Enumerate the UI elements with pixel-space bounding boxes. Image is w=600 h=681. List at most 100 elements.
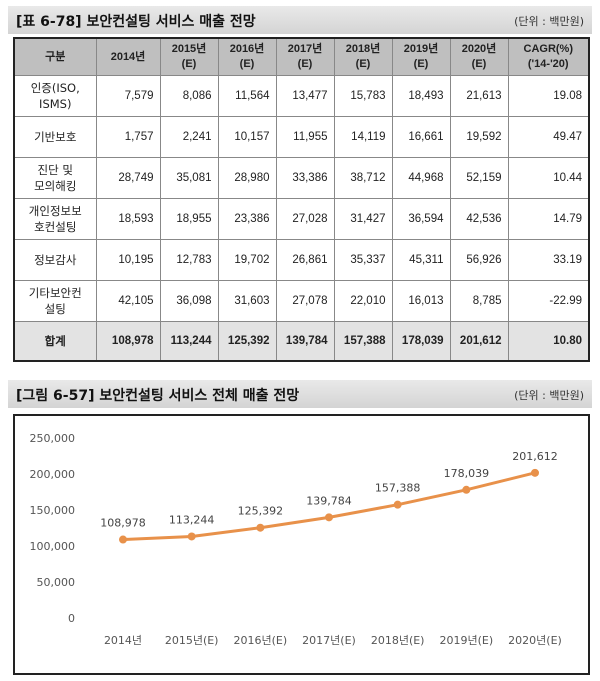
y-tick-label: 150,000	[30, 504, 76, 517]
column-header-text: 2016년	[229, 43, 265, 55]
table-cell: 13,477	[275, 75, 335, 117]
table-cell: 33,386	[275, 157, 335, 199]
table-cell: 35,337	[333, 239, 393, 281]
table-title-bar: [표 6-78] 보안컨설팅 서비스 매출 전망 (단위 : 백만원)	[8, 6, 592, 34]
column-header-text: (E)	[471, 58, 487, 70]
column-header: 2019년 (E)	[391, 37, 451, 76]
total-cell: 201,612	[449, 321, 509, 362]
table-header-row: 구분 2014년 2015년 (E) 2016년 (E) 2017년 (E) 2018년 (E) 2…	[13, 37, 590, 76]
column-header-text: 2019년	[403, 43, 439, 55]
column-header-text: (E)	[297, 58, 313, 70]
table-cell: 36,098	[159, 280, 219, 322]
table-cell: 35,081	[159, 157, 219, 199]
table-cell: 1,757	[95, 116, 161, 158]
total-cell: 157,388	[333, 321, 393, 362]
table-cell: 19,702	[217, 239, 277, 281]
table-cell: 42,536	[449, 198, 509, 240]
data-point	[119, 535, 127, 544]
row-label: 기반보호	[13, 116, 97, 158]
row-label-text: 진단 및	[37, 163, 73, 177]
table-cell: 49.47	[507, 116, 590, 158]
figure-title-bar: [그림 6-57] 보안컨설팅 서비스 전체 매출 전망 (단위 : 백만원)	[8, 380, 592, 408]
table-cell: 12,783	[159, 239, 219, 281]
column-header: 2014년	[95, 37, 161, 76]
column-header: CAGR(%) ('14-'20)	[507, 37, 590, 76]
column-header-text: 2014년	[110, 50, 146, 63]
column-header-text: ('14-'20)	[527, 58, 569, 70]
table-cell: 27,078	[275, 280, 335, 322]
table-cell: 19,592	[449, 116, 509, 158]
row-label-text: 기타보안컨	[28, 286, 82, 300]
line-chart: 0 50,000 100,000 150,000 200,000 250,000 2014년…	[30, 432, 562, 647]
table-cell: 14,119	[333, 116, 393, 158]
table-cell: 36,594	[391, 198, 451, 240]
table-cell: 21,613	[449, 75, 509, 117]
total-cell: 10.80	[507, 321, 590, 362]
row-label-text: 모의해킹	[34, 179, 77, 193]
table-cell: 7,579	[95, 75, 161, 117]
column-header: 2015년 (E)	[159, 37, 219, 76]
data-label: 178,039	[444, 467, 490, 480]
data-point	[256, 523, 265, 532]
column-header-text: 2015년	[171, 43, 207, 55]
data-point	[393, 500, 402, 509]
column-header: 2020년 (E)	[449, 37, 509, 76]
table-cell: 44,968	[391, 157, 451, 199]
chart-frame: 0 50,000 100,000 150,000 200,000 250,000 2014년…	[13, 414, 590, 675]
total-cell: 139,784	[275, 321, 335, 362]
column-header-text: 2017년	[287, 43, 323, 55]
table-cell: 10,195	[95, 239, 161, 281]
x-tick-label: 2019년(E)	[440, 634, 494, 647]
y-tick-label: 50,000	[37, 576, 76, 589]
table-cell: 26,861	[275, 239, 335, 281]
column-header-text: CAGR(%)	[523, 43, 574, 55]
x-tick-label: 2016년(E)	[234, 634, 288, 647]
total-cell: 108,978	[95, 321, 161, 362]
data-label: 157,388	[375, 482, 421, 495]
table-cell: 33.19	[507, 239, 590, 281]
table-cell: 38,712	[333, 157, 393, 199]
x-tick-label: 2017년(E)	[302, 634, 356, 647]
data-label: 108,978	[100, 517, 146, 530]
table-cell: -22.99	[507, 280, 590, 322]
table-cell: 16,013	[391, 280, 451, 322]
table-cell: 31,603	[217, 280, 277, 322]
table-cell: 27,028	[275, 198, 335, 240]
table-cell: 11,955	[275, 116, 335, 158]
total-cell: 113,244	[159, 321, 219, 362]
table-cell: 18,955	[159, 198, 219, 240]
table-cell: 8,785	[449, 280, 509, 322]
table-cell: 10,157	[217, 116, 277, 158]
row-label-text: 인증(ISO,	[30, 81, 80, 95]
table-cell: 56,926	[449, 239, 509, 281]
table-cell: 23,386	[217, 198, 277, 240]
column-header-text: 2018년	[345, 43, 381, 55]
table-cell: 8,086	[159, 75, 219, 117]
x-tick-label: 2014년	[104, 634, 142, 647]
y-tick-label: 0	[68, 612, 75, 625]
table-cell: 28,980	[217, 157, 277, 199]
row-label: 정보감사	[13, 239, 97, 281]
table-cell: 2,241	[159, 116, 219, 158]
x-tick-label: 2015년(E)	[165, 634, 219, 647]
column-header-text: 2020년	[461, 43, 497, 55]
table-row: 기반보호 1,757 2,241 10,157 11,955 14,119 16,661 19…	[13, 116, 590, 158]
row-label: 개인정보보 호컨설팅	[13, 198, 97, 240]
column-header: 2016년 (E)	[217, 37, 277, 76]
x-tick-label: 2020년(E)	[508, 634, 562, 647]
row-label-text: 개인정보보	[28, 204, 82, 218]
total-row: 합계 108,978 113,244 125,392 139,784 157,388 178…	[13, 321, 590, 362]
data-point	[325, 513, 333, 522]
row-label-text: 설팅	[44, 302, 66, 316]
table-cell: 45,311	[391, 239, 451, 281]
sales-table: 구분 2014년 2015년 (E) 2016년 (E) 2017년 (E) 2018년 (E) 2…	[13, 37, 590, 362]
table-row: 인증(ISO, ISMS) 7,579 8,086 11,564 13,477 15,783…	[13, 75, 590, 117]
column-header: 2018년 (E)	[333, 37, 393, 76]
column-header: 2017년 (E)	[275, 37, 335, 76]
y-tick-label: 200,000	[30, 468, 76, 481]
row-label: 인증(ISO, ISMS)	[13, 75, 97, 117]
total-cell: 125,392	[217, 321, 277, 362]
table-cell: 42,105	[95, 280, 161, 322]
